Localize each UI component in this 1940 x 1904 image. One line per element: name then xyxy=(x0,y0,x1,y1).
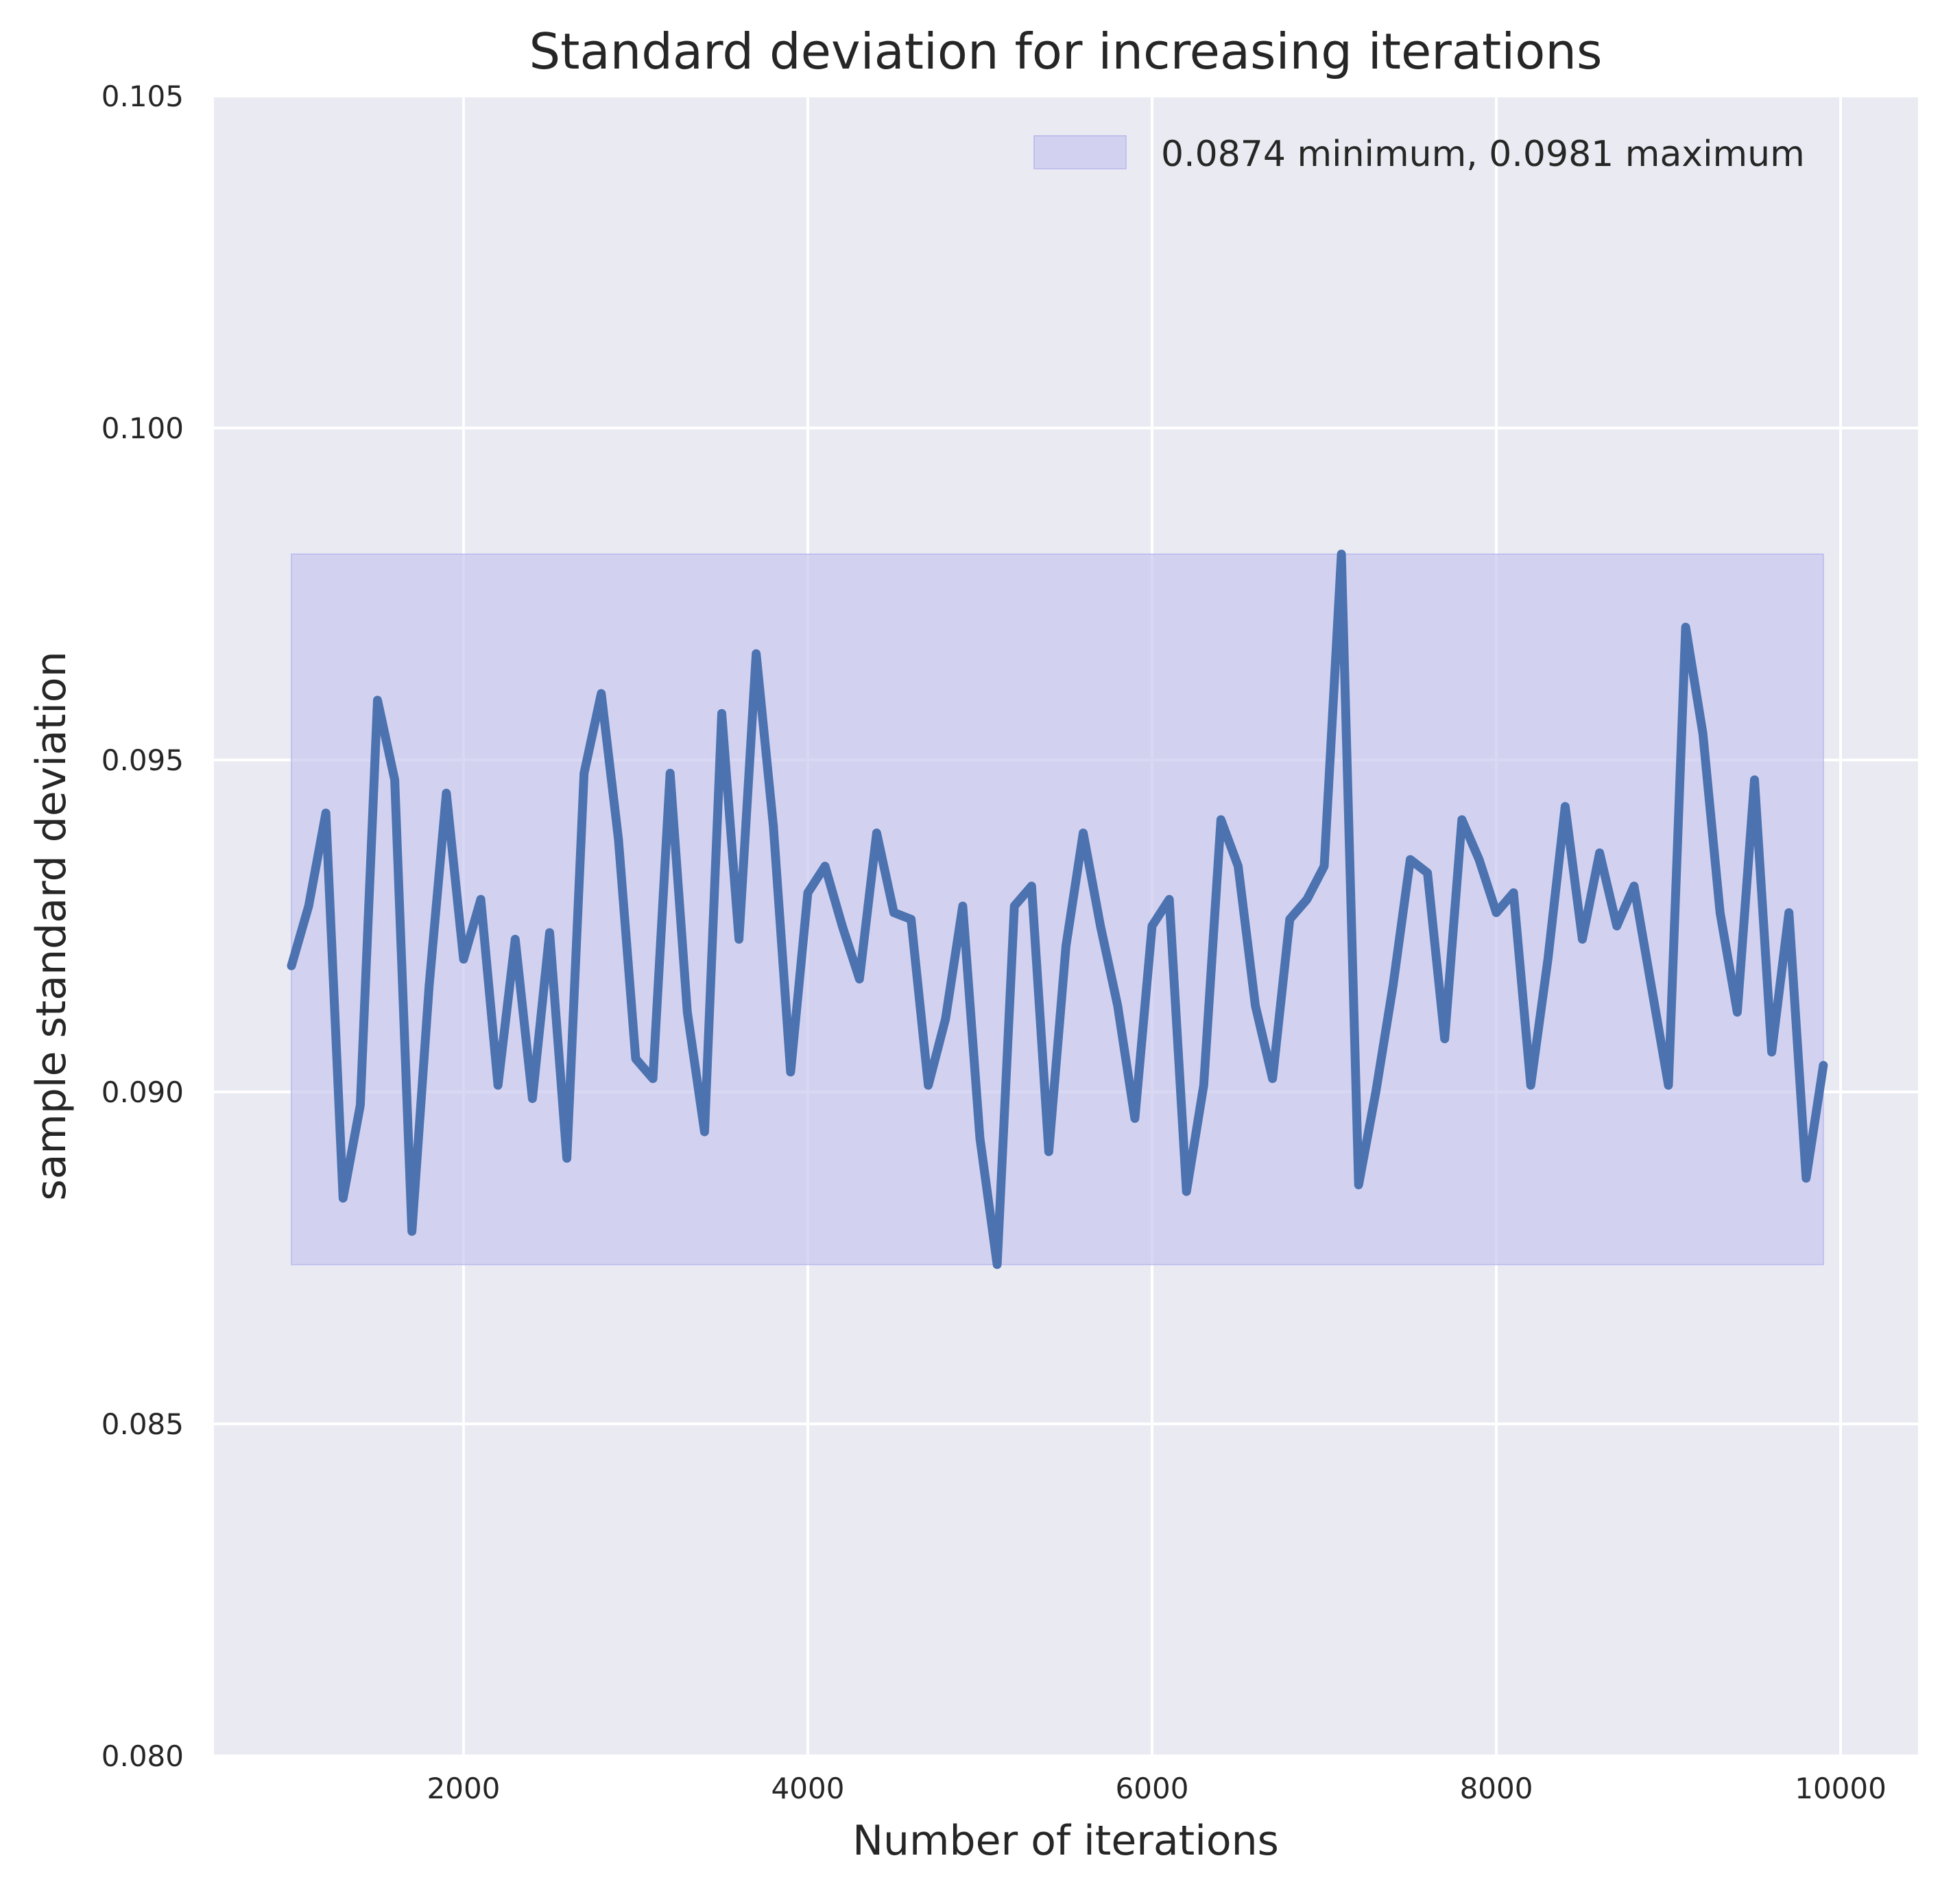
series-line xyxy=(287,549,1828,1270)
x-tick-labels: 2000 4000 6000 8000 10000 xyxy=(427,1772,1887,1805)
x-tick-label: 6000 xyxy=(1116,1772,1189,1805)
chart-title: Standard deviation for increasing iterat… xyxy=(529,23,1603,80)
y-axis-label: sample standard deviation xyxy=(27,651,75,1200)
y-tick-label: 0.105 xyxy=(101,80,184,113)
x-tick-label: 10000 xyxy=(1795,1772,1887,1805)
y-tick-label: 0.095 xyxy=(101,743,184,777)
legend: 0.0874 minimum, 0.0981 maximum xyxy=(1033,134,1805,175)
x-tick-label: 2000 xyxy=(427,1772,501,1805)
y-tick-labels: 0.080 0.085 0.090 0.095 0.100 0.105 xyxy=(101,80,184,1773)
y-tick-label: 0.085 xyxy=(101,1407,184,1441)
y-tick-label: 0.090 xyxy=(101,1075,184,1109)
legend-swatch xyxy=(1033,135,1127,169)
y-tick-label: 0.100 xyxy=(101,412,184,445)
x-tick-label: 4000 xyxy=(771,1772,845,1805)
legend-label: 0.0874 minimum, 0.0981 maximum xyxy=(1161,134,1805,175)
min-max-band xyxy=(291,554,1824,1265)
y-tick-label: 0.080 xyxy=(101,1739,184,1773)
x-axis-label: Number of iterations xyxy=(852,1817,1279,1865)
x-tick-label: 8000 xyxy=(1460,1772,1533,1805)
